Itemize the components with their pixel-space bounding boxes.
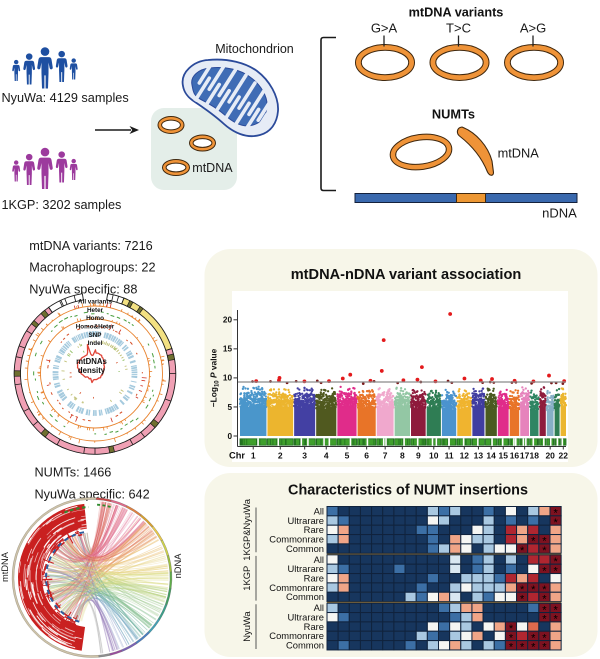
svg-text:Commonrare: Commonrare: [269, 630, 324, 641]
svg-text:nDNA: nDNA: [173, 553, 183, 579]
svg-text:*: *: [509, 632, 514, 644]
svg-text:20: 20: [223, 316, 233, 325]
svg-text:1KGP: 1KGP: [241, 566, 252, 591]
svg-text:Ultrarare: Ultrarare: [288, 563, 324, 574]
svg-text:Ultrarare: Ultrarare: [288, 515, 324, 526]
svg-text:Indel: Indel: [88, 340, 103, 347]
svg-text:Mitochondrion: Mitochondrion: [215, 42, 294, 56]
svg-text:A>G: A>G: [520, 21, 546, 36]
svg-text:*: *: [542, 584, 547, 596]
svg-text:Common: Common: [286, 591, 324, 602]
svg-text:*: *: [509, 642, 514, 654]
svg-text:mtDNA variants: 7216: mtDNA variants: 7216: [29, 239, 152, 253]
svg-text:Common: Common: [286, 543, 324, 554]
svg-text:Rare: Rare: [304, 621, 324, 632]
svg-text:Rare: Rare: [304, 573, 324, 584]
svg-text:*: *: [520, 593, 525, 605]
svg-text:1KGP: 3202 samples: 1KGP: 3202 samples: [2, 198, 122, 212]
svg-text:0: 0: [227, 432, 232, 441]
svg-text:*: *: [542, 614, 547, 626]
svg-text:density: density: [78, 366, 106, 375]
svg-text:*: *: [553, 556, 558, 568]
svg-text:4: 4: [324, 451, 329, 461]
svg-text:mtDNA-nDNA variant association: mtDNA-nDNA variant association: [291, 267, 522, 283]
svg-text:*: *: [553, 517, 558, 529]
svg-text:Characteristics of NUMT insert: Characteristics of NUMT insertions: [288, 483, 528, 499]
svg-text:3: 3: [302, 451, 307, 461]
svg-text:*: *: [531, 584, 536, 596]
svg-text:Commonrare: Commonrare: [269, 534, 324, 545]
svg-text:16: 16: [510, 451, 520, 461]
svg-text:*: *: [520, 642, 525, 654]
svg-text:13: 13: [474, 451, 484, 461]
svg-text:mtDNA: mtDNA: [192, 161, 233, 175]
svg-text:All: All: [314, 602, 324, 613]
svg-text:1: 1: [251, 451, 256, 461]
svg-text:*: *: [542, 632, 547, 644]
svg-text:6: 6: [364, 451, 369, 461]
svg-text:G>A: G>A: [371, 21, 398, 36]
svg-text:NyuWa specific: 88: NyuWa specific: 88: [29, 282, 137, 296]
svg-text:1KGP&NyuWa: 1KGP&NyuWa: [241, 498, 252, 560]
svg-text:All variants: All variants: [78, 299, 112, 306]
svg-text:mtDNA variants: mtDNA variants: [409, 6, 504, 20]
svg-text:T>C: T>C: [446, 21, 471, 36]
svg-text:*: *: [542, 593, 547, 605]
svg-text:*: *: [542, 642, 547, 654]
svg-text:*: *: [520, 545, 525, 557]
svg-text:*: *: [553, 508, 558, 520]
svg-text:All: All: [314, 554, 324, 565]
svg-text:Ultrarare: Ultrarare: [288, 612, 324, 623]
svg-text:22: 22: [559, 451, 569, 461]
svg-text:Macrohaplogroups: 22: Macrohaplogroups: 22: [29, 261, 155, 275]
svg-text:20: 20: [545, 451, 555, 461]
svg-text:*: *: [531, 632, 536, 644]
svg-text:18: 18: [530, 451, 540, 461]
svg-text:*: *: [553, 565, 558, 577]
svg-text:*: *: [531, 642, 536, 654]
svg-text:All: All: [314, 505, 324, 516]
svg-text:2: 2: [278, 451, 283, 461]
svg-text:Chr: Chr: [229, 451, 245, 461]
svg-text:*: *: [542, 604, 547, 616]
svg-text:8: 8: [400, 451, 405, 461]
svg-text:SNP: SNP: [89, 332, 102, 339]
svg-text:Homo&Heter: Homo&Heter: [76, 324, 115, 331]
svg-text:17: 17: [520, 451, 530, 461]
svg-text:*: *: [520, 584, 525, 596]
svg-text:14: 14: [486, 451, 496, 461]
svg-text:Common: Common: [286, 640, 324, 651]
svg-text:NUMTs: 1466: NUMTs: 1466: [35, 466, 112, 480]
svg-text:9: 9: [416, 451, 421, 461]
svg-text:nDNA: nDNA: [542, 206, 577, 221]
svg-text:7: 7: [383, 451, 388, 461]
svg-text:10: 10: [223, 374, 233, 383]
svg-text:NUMTs: NUMTs: [432, 107, 475, 122]
svg-text:*: *: [542, 536, 547, 548]
svg-text:Homo: Homo: [86, 315, 104, 322]
svg-text:mtDNA: mtDNA: [498, 146, 540, 161]
svg-text:12: 12: [460, 451, 470, 461]
svg-text:*: *: [509, 623, 514, 635]
svg-text:mtDNAs: mtDNAs: [76, 357, 107, 366]
svg-text:NyuWa specific: 642: NyuWa specific: 642: [35, 487, 150, 501]
svg-text:11: 11: [445, 451, 454, 461]
svg-text:mtDNA: mtDNA: [0, 551, 10, 582]
svg-text:5: 5: [227, 403, 232, 412]
svg-text:15: 15: [499, 451, 509, 461]
svg-text:NyuWa: NyuWa: [241, 611, 252, 642]
svg-text:Heter: Heter: [87, 307, 104, 314]
svg-text:*: *: [553, 614, 558, 626]
svg-text:15: 15: [223, 345, 233, 354]
svg-text:−Log10 P value: −Log10 P value: [209, 348, 221, 407]
svg-text:Rare: Rare: [304, 524, 324, 535]
svg-text:*: *: [553, 604, 558, 616]
svg-text:NyuWa: 4129 samples: NyuWa: 4129 samples: [2, 91, 129, 105]
svg-text:*: *: [542, 565, 547, 577]
svg-text:Commonrare: Commonrare: [269, 582, 324, 593]
svg-text:5: 5: [345, 451, 350, 461]
svg-text:*: *: [531, 536, 536, 548]
svg-text:*: *: [542, 545, 547, 557]
svg-text:10: 10: [429, 451, 439, 461]
